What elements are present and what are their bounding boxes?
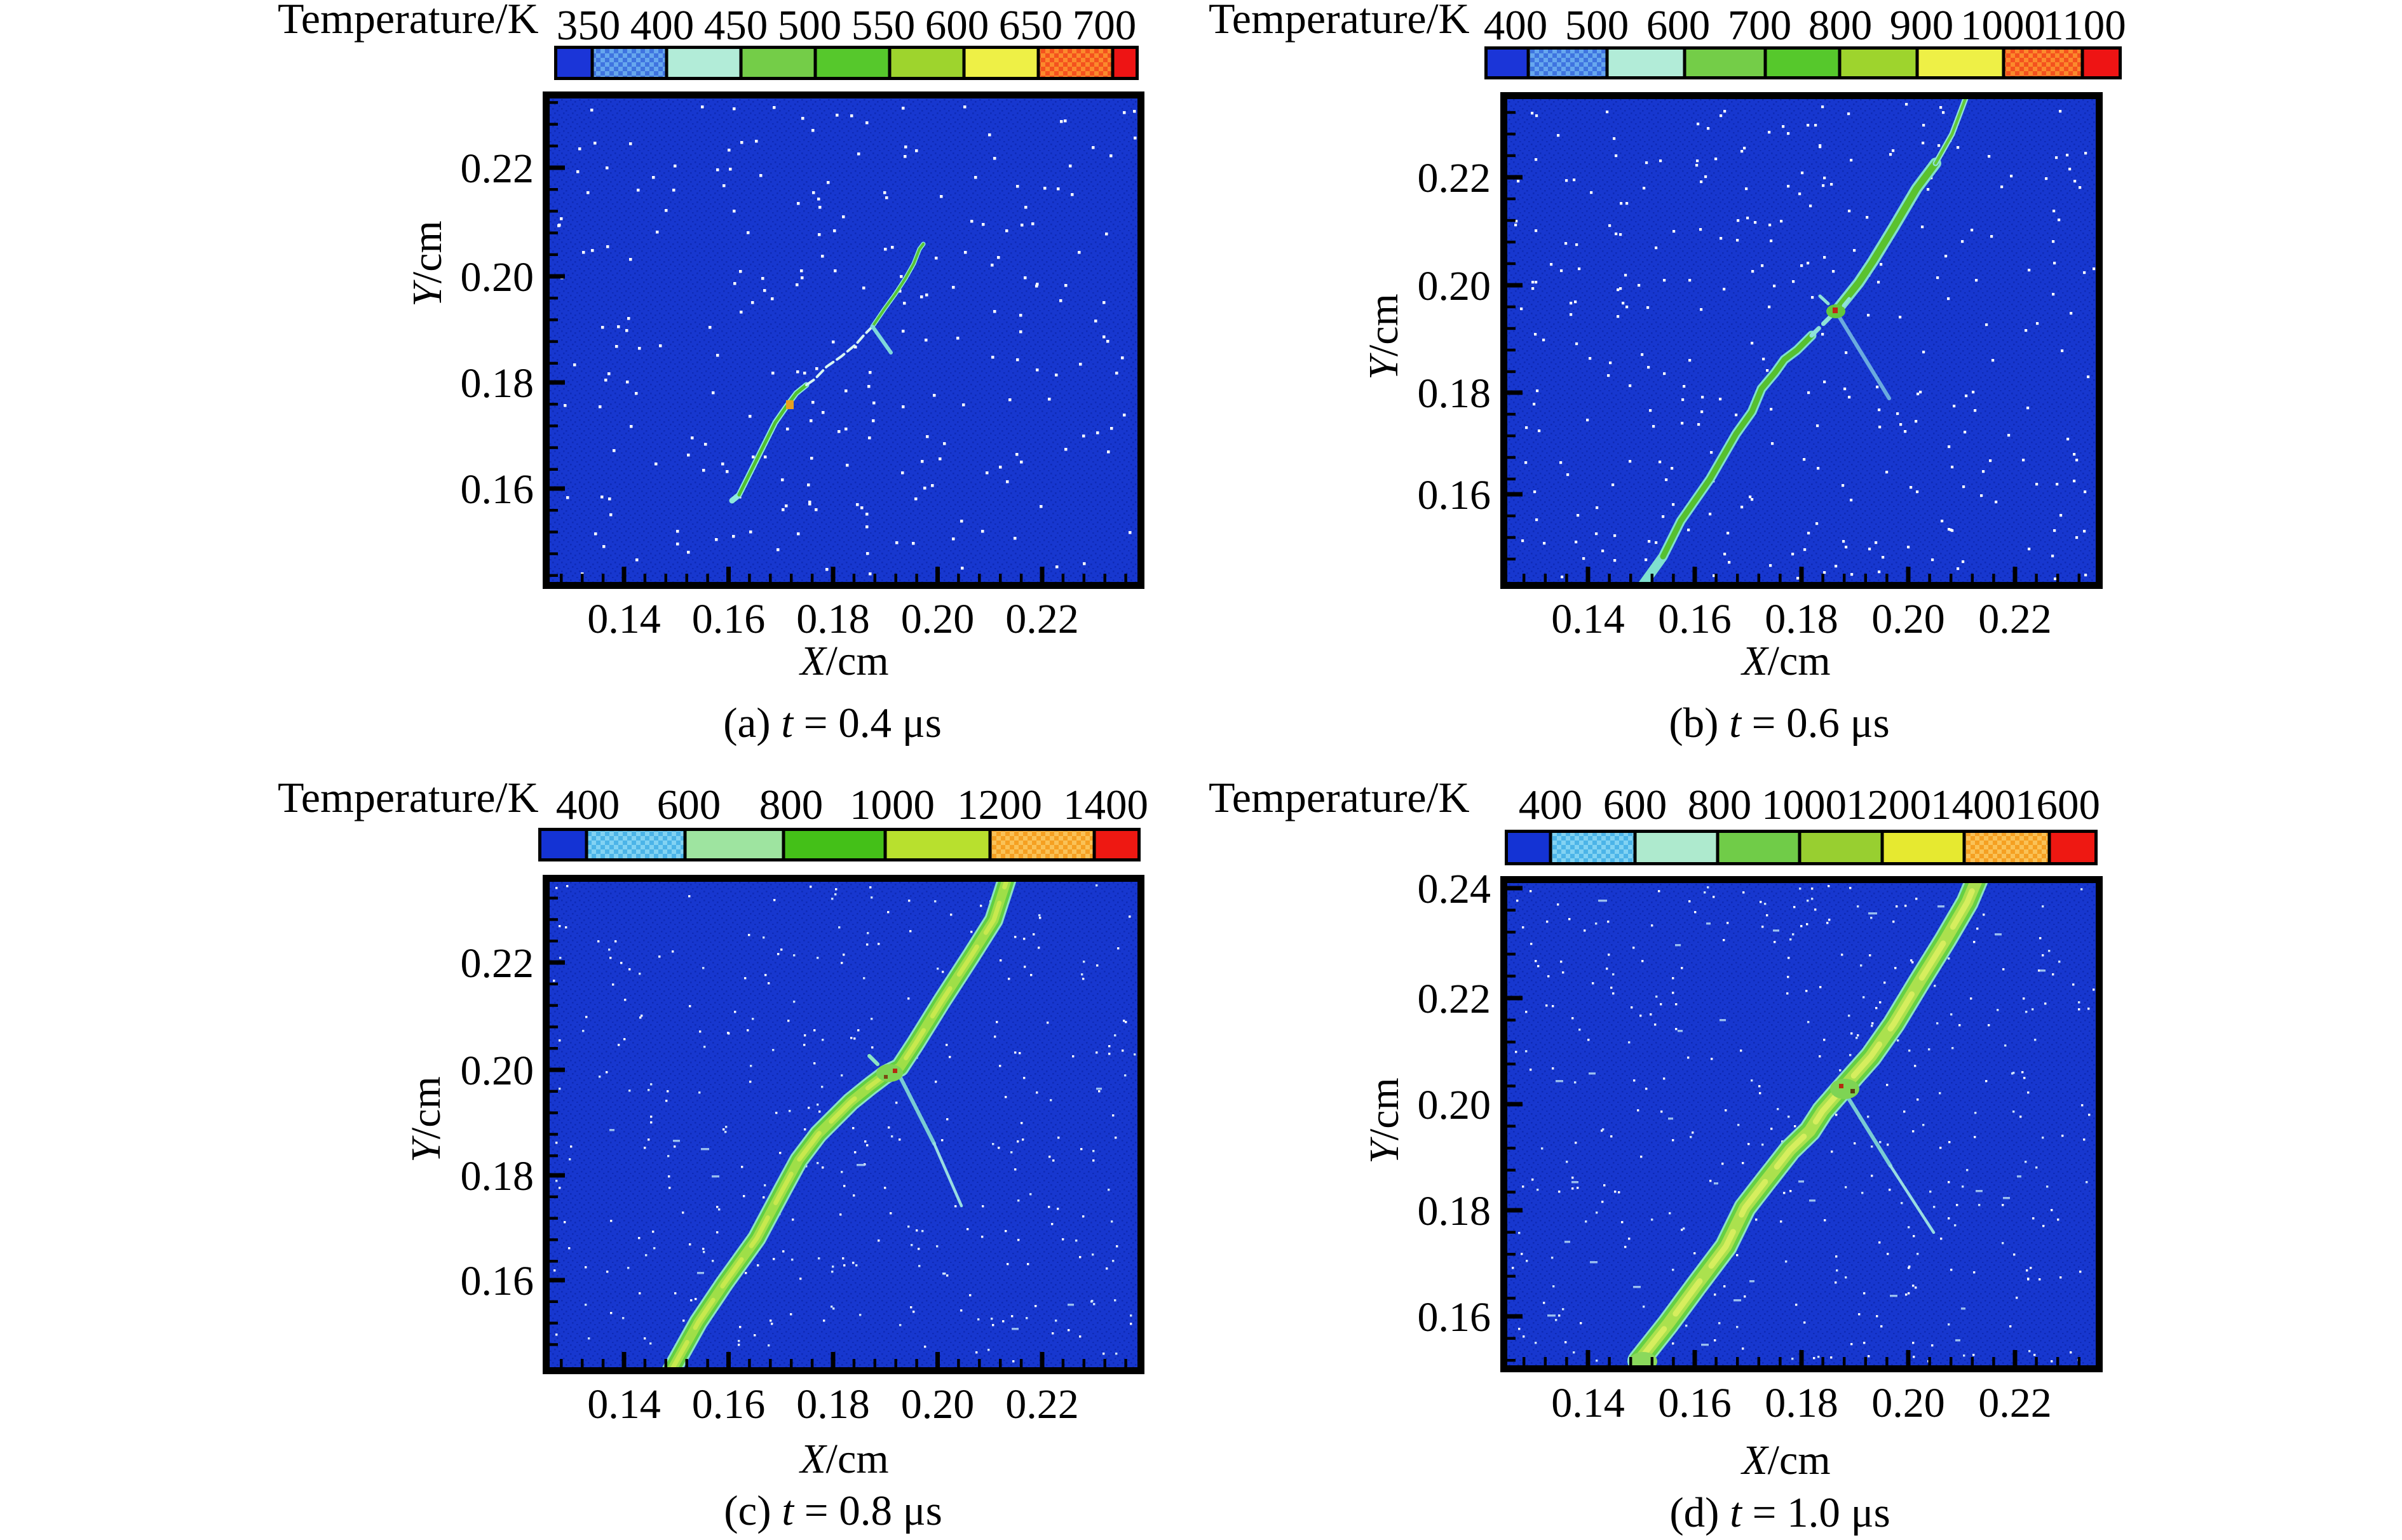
svg-text:(d) t = 1.0 μs: (d) t = 1.0 μs: [1669, 1489, 1890, 1536]
svg-text:0.18: 0.18: [461, 360, 534, 407]
svg-text:600: 600: [1646, 2, 1711, 49]
svg-text:400: 400: [1484, 2, 1548, 49]
svg-text:0.18: 0.18: [1418, 370, 1491, 417]
svg-text:Y/cm: Y/cm: [1361, 1077, 1408, 1164]
svg-text:0.16: 0.16: [1418, 1294, 1491, 1341]
svg-text:550: 550: [852, 2, 916, 49]
svg-text:1000: 1000: [1761, 781, 1847, 828]
svg-text:(c) t = 0.8 μs: (c) t = 0.8 μs: [724, 1487, 942, 1534]
svg-text:0.16: 0.16: [692, 596, 766, 642]
svg-text:Temperature/K: Temperature/K: [1209, 0, 1470, 43]
svg-text:600: 600: [657, 781, 721, 828]
svg-text:0.22: 0.22: [461, 940, 534, 987]
svg-text:0.20: 0.20: [461, 1048, 534, 1094]
svg-text:0.22: 0.22: [1418, 155, 1491, 201]
svg-text:400: 400: [630, 2, 695, 49]
svg-text:450: 450: [704, 2, 768, 49]
svg-text:0.22: 0.22: [1978, 1380, 2052, 1426]
svg-text:0.22: 0.22: [1005, 596, 1079, 642]
svg-text:0.20: 0.20: [901, 1381, 975, 1428]
svg-text:1200: 1200: [957, 781, 1042, 828]
svg-text:0.14: 0.14: [1551, 596, 1625, 642]
svg-text:0.14: 0.14: [587, 596, 661, 642]
svg-text:0.18: 0.18: [796, 596, 870, 642]
svg-text:(a) t = 0.4 μs: (a) t = 0.4 μs: [723, 699, 942, 746]
svg-text:800: 800: [1688, 781, 1752, 828]
svg-text:0.16: 0.16: [1418, 472, 1491, 518]
svg-text:500: 500: [1565, 2, 1629, 49]
svg-text:0.16: 0.16: [461, 466, 534, 513]
svg-text:X/cm: X/cm: [798, 638, 888, 684]
svg-text:1600: 1600: [2015, 781, 2100, 828]
svg-text:0.20: 0.20: [1871, 596, 1945, 642]
svg-text:350: 350: [557, 2, 621, 49]
svg-text:0.14: 0.14: [1551, 1380, 1625, 1426]
svg-text:700: 700: [1073, 2, 1137, 49]
svg-text:X/cm: X/cm: [798, 1436, 888, 1482]
svg-text:0.20: 0.20: [1871, 1380, 1945, 1426]
svg-text:0.20: 0.20: [901, 596, 975, 642]
svg-text:0.18: 0.18: [796, 1381, 870, 1428]
svg-text:400: 400: [1519, 781, 1583, 828]
svg-text:900: 900: [1890, 2, 1954, 49]
svg-text:(b) t = 0.6 μs: (b) t = 0.6 μs: [1669, 699, 1889, 746]
svg-text:800: 800: [1808, 2, 1873, 49]
svg-text:0.24: 0.24: [1418, 866, 1491, 912]
svg-text:Y/cm: Y/cm: [403, 1076, 449, 1163]
svg-text:1000: 1000: [1960, 2, 2046, 49]
svg-text:1100: 1100: [2042, 2, 2126, 49]
svg-text:0.18: 0.18: [1418, 1188, 1491, 1234]
svg-text:0.16: 0.16: [461, 1258, 534, 1304]
svg-text:Temperature/K: Temperature/K: [1209, 773, 1470, 821]
svg-text:0.18: 0.18: [1765, 1380, 1838, 1426]
svg-text:Temperature/K: Temperature/K: [278, 773, 539, 821]
svg-text:500: 500: [778, 2, 842, 49]
svg-text:Y/cm: Y/cm: [404, 220, 451, 307]
svg-text:X/cm: X/cm: [1740, 1437, 1830, 1483]
svg-text:0.22: 0.22: [1418, 976, 1491, 1022]
svg-text:0.20: 0.20: [461, 254, 534, 301]
svg-text:600: 600: [1603, 781, 1667, 828]
svg-text:0.16: 0.16: [1658, 1380, 1732, 1426]
svg-text:0.22: 0.22: [461, 145, 534, 192]
svg-text:0.20: 0.20: [1418, 1082, 1491, 1128]
svg-text:800: 800: [759, 781, 824, 828]
svg-text:0.22: 0.22: [1005, 1381, 1079, 1428]
svg-text:1400: 1400: [1063, 781, 1148, 828]
svg-text:0.16: 0.16: [692, 1381, 766, 1428]
svg-text:650: 650: [999, 2, 1063, 49]
svg-text:400: 400: [556, 781, 620, 828]
svg-text:0.16: 0.16: [1658, 596, 1732, 642]
svg-text:0.22: 0.22: [1978, 596, 2052, 642]
svg-text:Temperature/K: Temperature/K: [278, 0, 539, 43]
svg-text:600: 600: [925, 2, 989, 49]
svg-text:0.18: 0.18: [1765, 596, 1838, 642]
svg-text:0.18: 0.18: [461, 1153, 534, 1199]
svg-text:700: 700: [1728, 2, 1792, 49]
svg-text:1200: 1200: [1846, 781, 1931, 828]
svg-text:0.14: 0.14: [587, 1381, 661, 1428]
svg-text:1400: 1400: [1930, 781, 2016, 828]
svg-text:0.20: 0.20: [1418, 263, 1491, 309]
svg-text:X/cm: X/cm: [1740, 638, 1830, 684]
svg-text:Y/cm: Y/cm: [1360, 294, 1407, 380]
svg-text:1000: 1000: [850, 781, 935, 828]
